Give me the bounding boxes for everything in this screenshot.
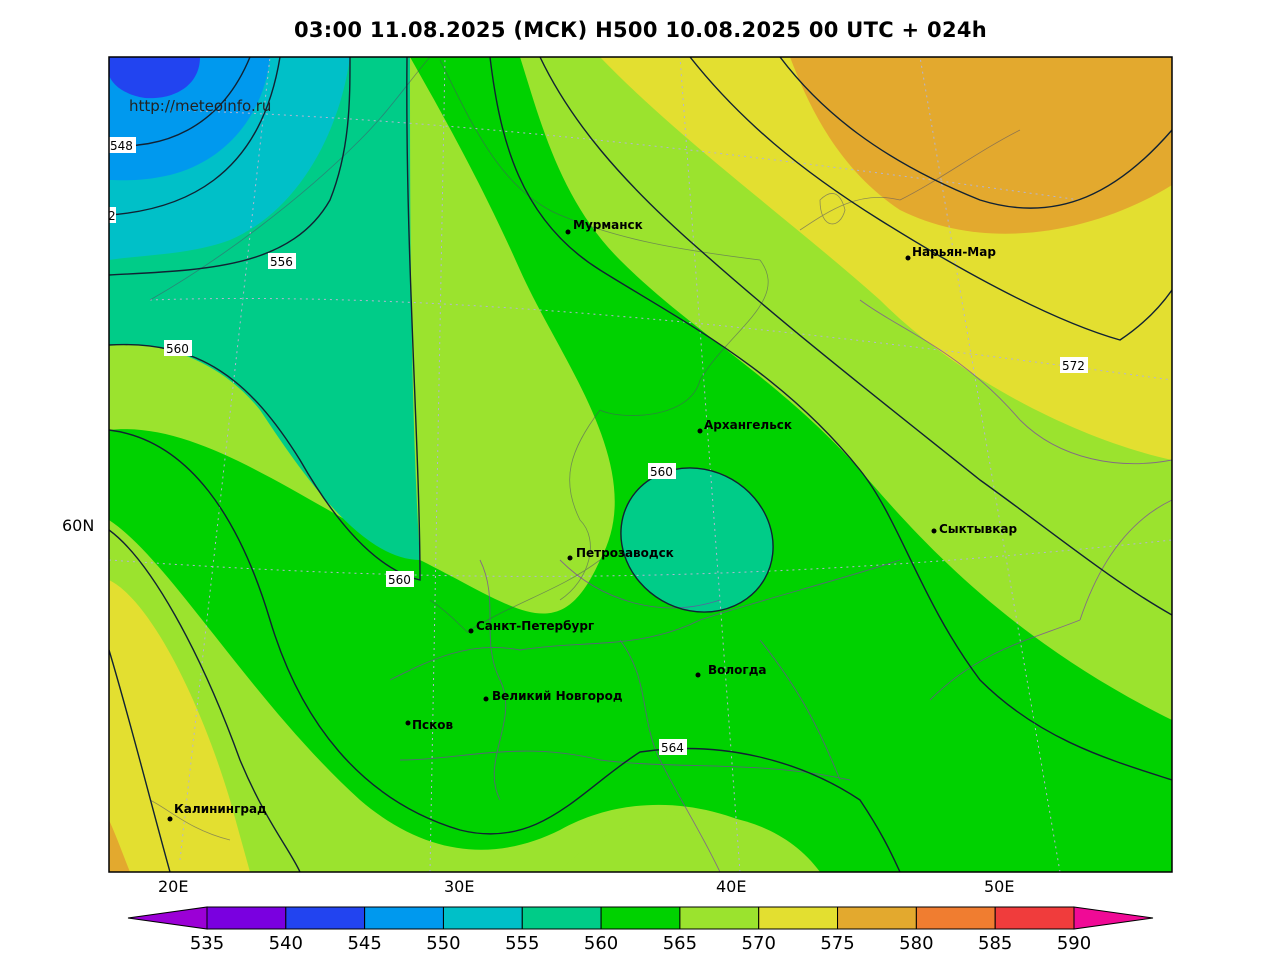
colorbar-segment [758, 906, 839, 930]
band-580-sw [109, 820, 130, 872]
map-frame [108, 56, 1173, 873]
colorbar-segment [600, 906, 681, 930]
colorbar-segment [364, 906, 444, 930]
admin-borders [389, 299, 1172, 872]
colorbar-tick-label: 555 [505, 933, 539, 954]
lon-label-20e: 20E [158, 877, 189, 896]
city-dot-syktyvkar [931, 528, 937, 534]
cities: Мурманск Нарьян-Мар Архангельск Сыктывка… [167, 218, 1017, 822]
contour-label-560-b: 560 [650, 465, 673, 479]
city-naryan-mar: Нарьян-Мар [912, 245, 996, 259]
colorbar-tick-label: 550 [426, 933, 460, 954]
colorbar: 535 540 545 550 555 560 565 570 575 580 585 590 [127, 906, 1154, 954]
city-pskov: Псков [412, 718, 454, 732]
colorbar-segment [837, 906, 917, 930]
height-field: 548 556 560 560 560 564 572 2 Мурманск Н… [108, 57, 1172, 872]
city-syktyvkar: Сыктывкар [939, 522, 1017, 536]
band-555-low [620, 467, 774, 613]
band-565-south [560, 814, 820, 872]
contour-label-564: 564 [661, 741, 684, 755]
city-murmansk: Мурманск [573, 218, 643, 232]
band-540 [109, 57, 200, 99]
colorbar-tick-label: 590 [1057, 933, 1091, 954]
colorbar-segment [915, 906, 996, 930]
city-dot-vologda [695, 672, 701, 678]
contours [109, 57, 1172, 872]
band-560 [109, 57, 1172, 872]
colorbar-tick-label: 570 [742, 933, 776, 954]
city-dot-petrozavodsk [567, 555, 573, 561]
city-dot-naryan-mar [905, 255, 911, 261]
band-580 [790, 57, 1172, 234]
colorbar-tick-label: 540 [269, 933, 303, 954]
colorbar-tick-label: 575 [820, 933, 854, 954]
contour-label-560-c: 560 [388, 573, 411, 587]
lon-label-40e: 40E [716, 877, 747, 896]
contour-labels: 548 556 560 560 560 564 572 2 [108, 137, 1088, 755]
lon-label-30e: 30E [444, 877, 475, 896]
site-url: http://meteoinfo.ru [129, 97, 272, 115]
city-arkhangelsk: Архангельск [704, 418, 792, 432]
colorbar-segment [206, 906, 287, 930]
city-dot-saint-petersburg [468, 628, 474, 634]
contour-label-556: 556 [270, 255, 293, 269]
colorbar-tick-label: 560 [584, 933, 618, 954]
map-title: 03:00 11.08.2025 (МСК) H500 10.08.2025 0… [293, 18, 988, 42]
colorbar-segment [679, 906, 760, 930]
city-dot-pskov [405, 720, 411, 726]
contour-label-560-a: 560 [166, 342, 189, 356]
lat-label-60n: 60N [62, 516, 95, 535]
band-575-sw [109, 580, 250, 872]
city-dot-arkhangelsk [697, 428, 703, 434]
colorbar-tick-label: 585 [978, 933, 1012, 954]
colorbar-segment [285, 906, 366, 930]
contour-label-572: 572 [1062, 359, 1085, 373]
coastlines [149, 57, 1021, 841]
city-saint-petersburg: Санкт-Петербург [476, 619, 594, 633]
colorbar-segment [442, 906, 523, 930]
city-veliky-novgorod: Великий Новгород [492, 689, 623, 703]
colorbar-tick-label: 545 [347, 933, 381, 954]
contour-label-548: 548 [110, 139, 133, 153]
contour-label-partial: 2 [108, 209, 116, 223]
colorbar-right-arrow [1073, 906, 1154, 930]
city-vologda: Вологда [708, 663, 766, 677]
colorbar-tick-label: 580 [899, 933, 933, 954]
city-dot-kaliningrad [167, 816, 173, 822]
colorbar-segment [994, 906, 1075, 930]
colorbar-left-arrow [127, 906, 208, 930]
graticule [109, 57, 1172, 872]
city-dot-veliky-novgorod [483, 696, 489, 702]
lon-label-50e: 50E [984, 877, 1015, 896]
colorbar-tick-label: 565 [663, 933, 697, 954]
colorbar-tick-label: 535 [190, 933, 224, 954]
city-dot-murmansk [565, 229, 571, 235]
city-kaliningrad: Калининград [174, 802, 267, 816]
colorbar-segment [521, 906, 602, 930]
city-petrozavodsk: Петрозаводск [576, 546, 674, 560]
